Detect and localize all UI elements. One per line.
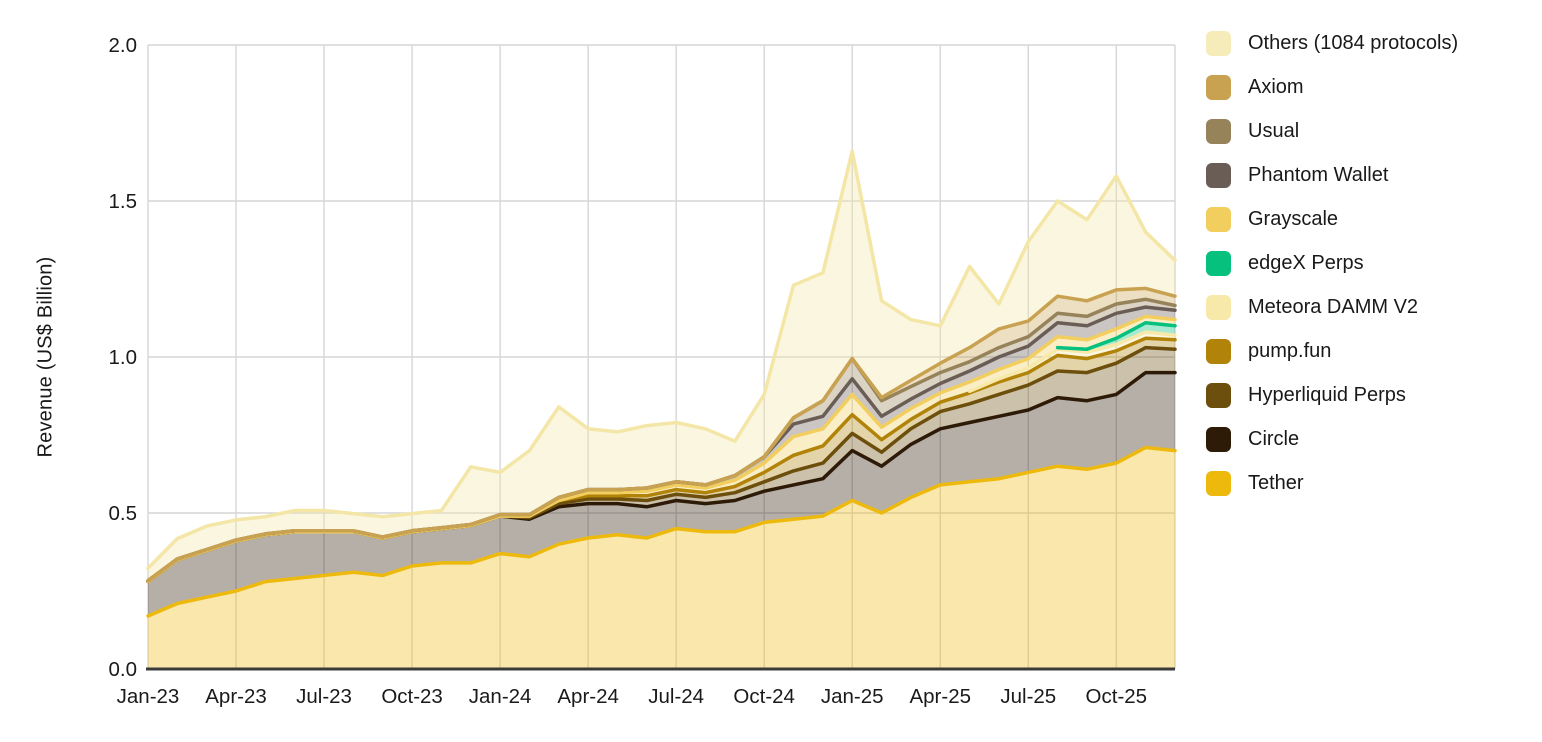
- legend-label: Meteora DAMM V2: [1248, 296, 1419, 318]
- legend-item-phantom-wallet[interactable]: Phantom Wallet: [1206, 163, 1536, 188]
- legend-item-meteora-damm-v2[interactable]: Meteora DAMM V2: [1206, 295, 1536, 320]
- legend-swatch-icon: [1206, 251, 1231, 276]
- y-tick-label: 0.0: [109, 658, 138, 681]
- x-tick-label: Apr-24: [557, 685, 619, 708]
- x-tick-label: Jul-23: [296, 685, 352, 708]
- legend-item-tether[interactable]: Tether: [1206, 471, 1536, 496]
- x-tick-label: Jul-25: [1000, 685, 1056, 708]
- legend-swatch-icon: [1206, 163, 1231, 188]
- legend-item-hyperliquid-perps[interactable]: Hyperliquid Perps: [1206, 383, 1536, 408]
- legend-label: Tether: [1248, 472, 1304, 494]
- legend-swatch-icon: [1206, 295, 1231, 320]
- y-tick-label: 1.5: [109, 190, 138, 213]
- x-tick-label: Apr-25: [909, 685, 971, 708]
- x-tick-label: Jan-25: [821, 685, 884, 708]
- legend-label: Phantom Wallet: [1248, 164, 1389, 186]
- legend-swatch-icon: [1206, 75, 1231, 100]
- legend-item-others-1084-protocols-[interactable]: Others (1084 protocols): [1206, 31, 1536, 56]
- legend-item-edgex-perps[interactable]: edgeX Perps: [1206, 251, 1536, 276]
- x-tick-label: Oct-24: [733, 685, 795, 708]
- legend-swatch-icon: [1206, 31, 1231, 56]
- legend-item-axiom[interactable]: Axiom: [1206, 75, 1536, 100]
- x-tick-label: Oct-23: [381, 685, 443, 708]
- line-axiom: [146, 286, 1177, 583]
- x-tick-label: Jul-24: [648, 685, 704, 708]
- legend-swatch-icon: [1206, 207, 1231, 232]
- legend-label: edgeX Perps: [1248, 252, 1364, 274]
- area-tether: [148, 447, 1175, 669]
- line-others-1084-protocols-: [146, 149, 1177, 570]
- line-tether: [146, 445, 1177, 618]
- y-tick-label: 1.0: [109, 346, 138, 369]
- x-tick-label: Jan-23: [117, 685, 180, 708]
- x-tick-label: Jan-24: [469, 685, 532, 708]
- y-tick-label: 0.5: [109, 502, 138, 525]
- legend-swatch-icon: [1206, 119, 1231, 144]
- legend-label: Grayscale: [1248, 208, 1339, 230]
- legend-label: Circle: [1248, 428, 1300, 450]
- area-phantom-wallet: [148, 307, 1175, 582]
- legend-swatch-icon: [1206, 339, 1231, 364]
- legend-label: Axiom: [1248, 76, 1304, 98]
- legend-label: Hyperliquid Perps: [1248, 384, 1406, 406]
- legend-label: Usual: [1248, 120, 1300, 142]
- area-pump-fun: [148, 338, 1175, 582]
- legend-swatch-icon: [1206, 427, 1231, 452]
- legend-item-circle[interactable]: Circle: [1206, 427, 1536, 452]
- area-circle: [148, 372, 1175, 616]
- legend-label: pump.fun: [1248, 340, 1332, 362]
- legend-label: Others (1084 protocols): [1248, 32, 1459, 54]
- chart-legend: Others (1084 protocols) Axiom Usual Phantom…: [1206, 31, 1536, 515]
- line-edgex-perps: [1055, 320, 1177, 351]
- legend-swatch-icon: [1206, 383, 1231, 408]
- line-meteora-damm-v2: [967, 330, 1177, 394]
- x-tick-label: Apr-23: [205, 685, 267, 708]
- legend-item-pump-fun[interactable]: pump.fun: [1206, 339, 1536, 364]
- legend-swatch-icon: [1206, 471, 1231, 496]
- legend-item-usual[interactable]: Usual: [1206, 119, 1536, 144]
- x-tick-label: Oct-25: [1086, 685, 1148, 708]
- area-grayscale: [148, 316, 1175, 582]
- y-tick-label: 2.0: [109, 34, 138, 57]
- legend-item-grayscale[interactable]: Grayscale: [1206, 207, 1536, 232]
